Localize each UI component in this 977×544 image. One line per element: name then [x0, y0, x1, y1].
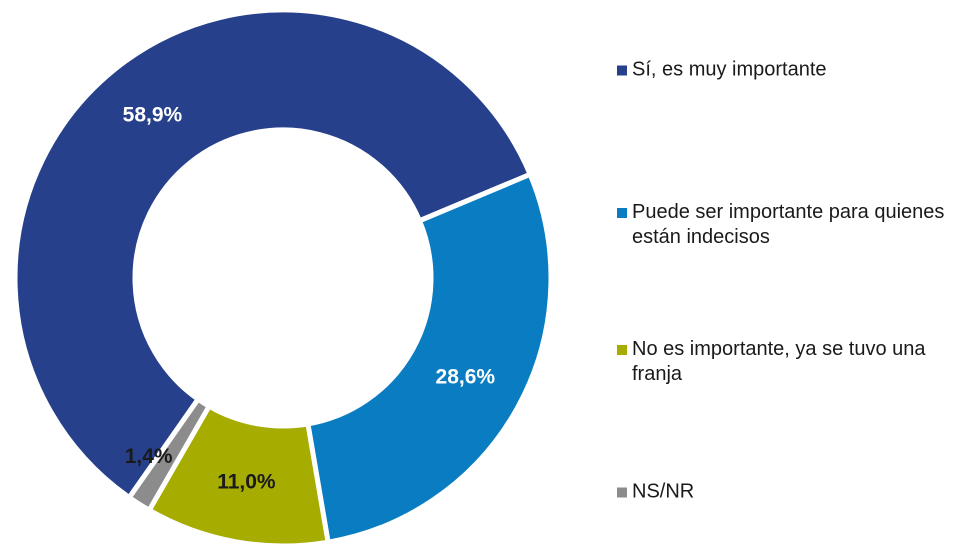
legend-item: Puede ser importante para quienes están … — [617, 200, 975, 250]
legend-swatch — [617, 487, 627, 498]
donut-segment — [125, 395, 213, 514]
data-label: 11,0% — [217, 470, 276, 493]
donut-segment — [305, 171, 554, 544]
legend-swatch — [617, 65, 627, 76]
data-label: 1,4% — [125, 445, 173, 468]
legend-item: Sí, es muy importante — [617, 58, 975, 83]
legend-label: Puede ser importante para quienes están … — [632, 201, 945, 248]
legend-label: No es importante, ya se tuvo una franja — [632, 338, 926, 385]
data-label: 28,6% — [436, 366, 496, 389]
legend-item: NS/NR — [617, 480, 975, 505]
legend-swatch — [617, 208, 627, 218]
donut: 58,9% 28,6% 11,0% 1,4% — [12, 7, 554, 544]
legend-label: Sí, es muy importante — [632, 58, 827, 81]
donut-segment — [12, 7, 534, 502]
legend-label: NS/NR — [632, 480, 695, 503]
legend-swatch — [617, 345, 627, 355]
data-label: 58,9% — [123, 104, 183, 127]
legend-item: No es importante, ya se tuvo una franja — [617, 337, 975, 387]
